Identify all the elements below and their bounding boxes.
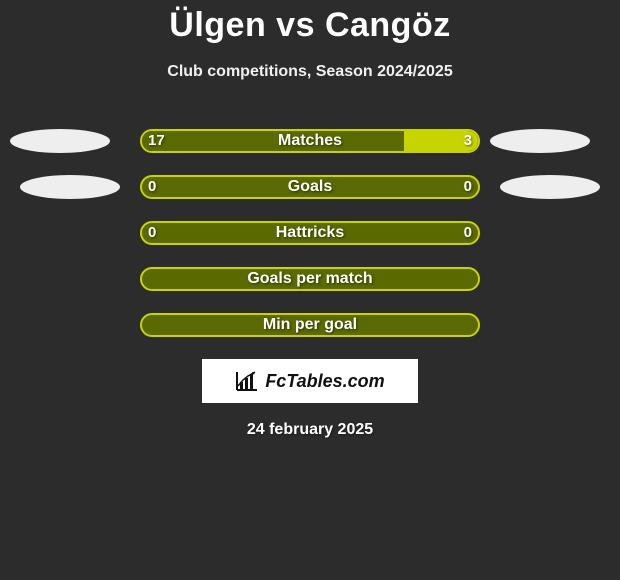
bar-track (140, 267, 480, 291)
logo-text: FcTables.com (265, 371, 384, 392)
stat-row: Min per goal (0, 313, 620, 337)
avatar-placeholder (10, 129, 110, 153)
avatar-placeholder (490, 129, 590, 153)
stat-row: Hattricks00 (0, 221, 620, 245)
comparison-chart: Matches173Goals00Hattricks00Goals per ma… (0, 129, 620, 337)
bar-fill-left (142, 131, 404, 151)
bar-track (140, 313, 480, 337)
bar-fill-right (404, 131, 478, 151)
bar-chart-icon (235, 370, 259, 392)
avatar-placeholder (20, 175, 120, 199)
bar-track (140, 221, 480, 245)
logo-box[interactable]: FcTables.com (202, 359, 418, 403)
stat-row: Goals per match (0, 267, 620, 291)
page-title: Ülgen vs Cangöz (0, 0, 620, 45)
bar-track (140, 129, 480, 153)
date-text: 24 february 2025 (0, 421, 620, 439)
bar-track (140, 175, 480, 199)
avatar-placeholder (500, 175, 600, 199)
subtitle: Club competitions, Season 2024/2025 (0, 63, 620, 81)
